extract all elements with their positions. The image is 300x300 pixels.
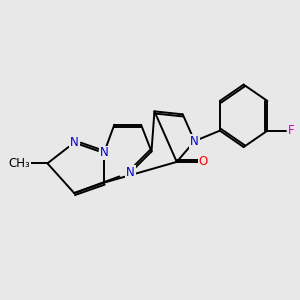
- Text: F: F: [288, 124, 295, 137]
- Text: N: N: [70, 136, 79, 149]
- Text: N: N: [126, 166, 135, 179]
- Text: CH₃: CH₃: [8, 157, 30, 170]
- Text: N: N: [190, 135, 199, 148]
- Text: N: N: [100, 146, 108, 160]
- Text: O: O: [199, 155, 208, 168]
